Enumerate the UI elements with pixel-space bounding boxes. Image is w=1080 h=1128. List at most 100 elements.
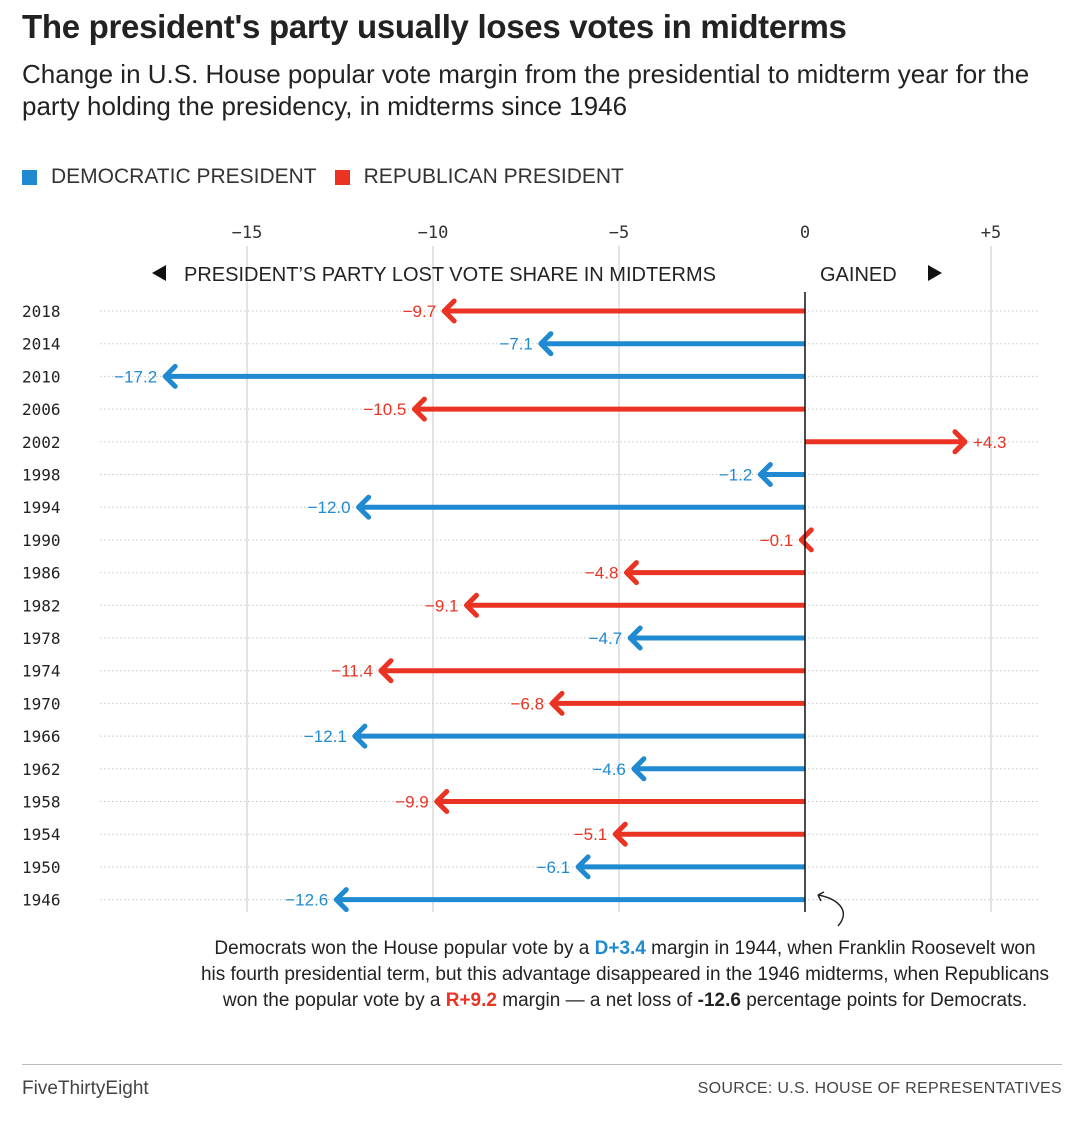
y-tick-label: 1986 (22, 564, 61, 583)
y-tick-label: 2002 (22, 433, 61, 452)
data-label: −6.1 (537, 858, 571, 877)
data-label: −5.1 (574, 825, 608, 844)
data-label: −4.6 (592, 760, 626, 779)
data-label: −12.0 (308, 498, 351, 517)
bar (162, 363, 805, 389)
y-tick-label: 1946 (22, 891, 61, 910)
legend-swatch-rep (334, 169, 350, 185)
y-tick-label: 2014 (22, 335, 61, 354)
bar-arrowhead-icon (612, 821, 628, 847)
bar-arrowhead-icon (333, 887, 349, 913)
y-tick-label: 1982 (22, 596, 61, 615)
annotation-r-margin: R+9.2 (445, 990, 497, 1011)
bar-arrowhead-icon (162, 363, 178, 389)
bar (631, 756, 805, 782)
data-label: −1.2 (719, 466, 753, 485)
bar-arrowhead-icon (352, 723, 368, 749)
y-tick-label: 1974 (22, 662, 61, 681)
lost-direction-label: PRESIDENT’S PARTY LOST VOTE SHARE IN MID… (184, 264, 716, 286)
chart-row: 1998 −1.2 (22, 462, 1040, 487)
bar-arrowhead-icon (952, 429, 968, 455)
gained-direction-label: GAINED (820, 264, 897, 286)
chart-row: 1946 −12.6 (22, 887, 1040, 913)
data-label: −9.1 (425, 596, 459, 615)
data-label: −0.1 (760, 531, 794, 550)
chart-row: 1986 −4.8 (22, 560, 1040, 586)
data-label: +4.3 (973, 433, 1007, 452)
annotation-text-1: Democrats won the House popular vote by … (214, 938, 595, 959)
bar (333, 887, 805, 913)
y-tick-label: 1962 (22, 760, 61, 779)
y-tick-label: 1966 (22, 727, 61, 746)
y-tick-label: 1994 (22, 498, 61, 517)
chart-row: 1950 −6.1 (22, 854, 1040, 880)
annotation-pointer-head-icon (817, 891, 825, 902)
chart-row: 1958 −9.9 (22, 789, 1040, 814)
legend-item-dem: DEMOCRATIC PRESIDENT (22, 165, 317, 189)
annotation-pointer (817, 894, 845, 927)
x-axis-ticks: −15 −10 −5 0 +5 (232, 223, 1002, 243)
annotation-text-2: margin in 1944, when Franklin Roosevelt … (200, 938, 1050, 1011)
legend-label-dem: DEMOCRATIC PRESIDENT (51, 165, 317, 188)
bar (575, 854, 805, 880)
bar (441, 298, 805, 324)
y-tick-label: 2006 (22, 400, 61, 419)
chart-row: 2018 −9.7 (22, 298, 1040, 324)
chart-row: 1970 −6.8 (22, 690, 1040, 716)
chart-title: The president's party usually loses vote… (22, 8, 847, 45)
x-tick-label: −5 (609, 223, 629, 243)
bar (411, 396, 805, 422)
data-label: −11.4 (331, 662, 373, 681)
bar-arrowhead-icon (627, 625, 643, 651)
bar-arrowhead-icon (623, 560, 639, 586)
y-tick-label: 2018 (22, 302, 61, 321)
bar (356, 494, 805, 520)
data-label: −6.8 (510, 694, 544, 713)
gained-arrow-icon (928, 265, 942, 281)
chart-row: 1974 −11.4 (22, 658, 1040, 684)
bar (805, 429, 968, 455)
x-tick-label: 0 (800, 223, 810, 243)
bar-arrowhead-icon (575, 854, 591, 880)
bar-arrowhead-icon (538, 331, 554, 357)
y-tick-label: 1954 (22, 825, 61, 844)
bar (798, 527, 814, 553)
bar-arrowhead-icon (463, 592, 479, 618)
bar-arrowhead-icon (441, 298, 457, 324)
chart-row: 2014 −7.1 (22, 331, 1040, 357)
chart-row: 1962 −4.6 (22, 756, 1040, 782)
y-tick-label: 1970 (22, 694, 61, 713)
data-label: −9.9 (395, 793, 429, 812)
chart-subtitle: Change in U.S. House popular vote margin… (22, 59, 1030, 121)
data-label: −12.1 (304, 727, 347, 746)
chart-row: 1990 −0.1 (22, 527, 1040, 553)
chart-row: 1994 −12.0 (22, 494, 1040, 520)
y-tick-label: 1958 (22, 793, 61, 812)
y-tick-label: 2010 (22, 367, 61, 386)
bar-arrowhead-icon (798, 527, 814, 553)
data-label: −17.2 (114, 367, 157, 386)
chart-row: 1978 −4.7 (22, 625, 1040, 651)
legend-item-rep: REPUBLICAN PRESIDENT (334, 165, 624, 189)
bar-arrowhead-icon (378, 658, 394, 684)
chart-row: 2010 −17.2 (22, 363, 1040, 389)
chart-rows: 2018 −9.7 2014 −7.1 2010 −17.2 2006 −10.5 2002 +4… (22, 298, 1040, 913)
data-label: −7.1 (499, 335, 533, 354)
bar (463, 592, 805, 618)
chart-row: 2002 +4.3 (22, 429, 1040, 455)
chart-row: 1954 −5.1 (22, 821, 1040, 847)
legend-swatch-dem (22, 169, 37, 185)
data-label: −4.7 (589, 629, 623, 648)
y-tick-label: 1950 (22, 858, 61, 877)
annotation-1946: Democrats won the House popular vote by … (200, 936, 1050, 1014)
legend: DEMOCRATIC PRESIDENT REPUBLICAN PRESIDEN… (22, 165, 642, 189)
brand-logo-text: FiveThirtyEight (22, 1078, 149, 1099)
bar-arrowhead-icon (434, 789, 450, 814)
y-tick-label: 1978 (22, 629, 61, 648)
y-tick-label: 1990 (22, 531, 61, 550)
chart-row: 1982 −9.1 (22, 592, 1040, 618)
bar (623, 560, 805, 586)
bar (352, 723, 805, 749)
x-tick-label: −15 (232, 223, 263, 243)
